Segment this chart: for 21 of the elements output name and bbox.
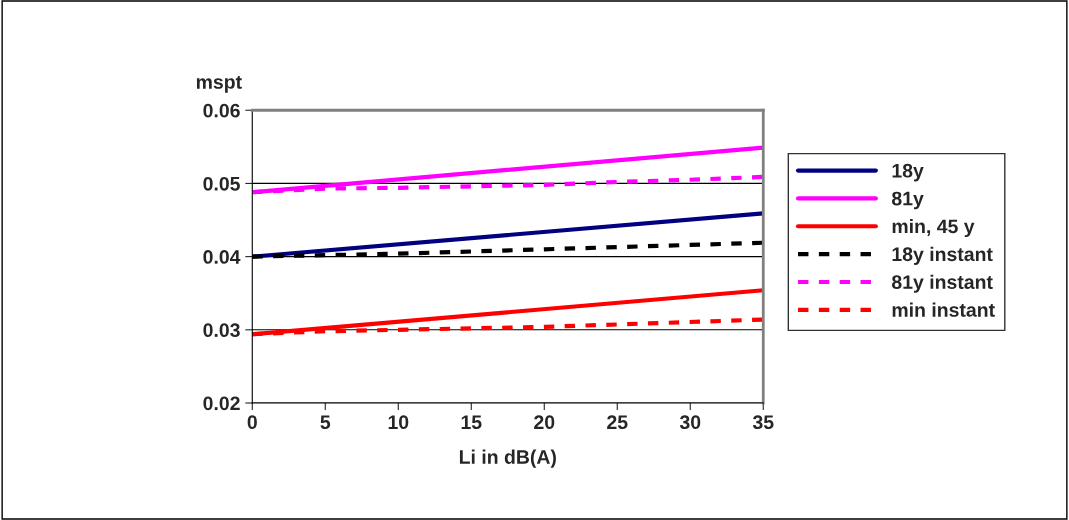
y-tick-label: 0.02 [203, 396, 240, 411]
y-tick-label: 0.05 [203, 176, 240, 191]
x-tick-label: 5 [320, 415, 331, 430]
x-tick-label: 20 [534, 415, 555, 430]
y-tick-label: 0.06 [203, 103, 240, 118]
legend-label: 81y [891, 191, 924, 210]
legend-label: min instant [892, 302, 995, 317]
y-axis-title: mspt [196, 75, 242, 93]
legend-label: 18y instant [892, 246, 993, 265]
y-tick-label: 0.03 [203, 323, 240, 338]
x-tick-label: 35 [752, 415, 774, 430]
legend-label: min, 45 y [892, 219, 975, 238]
legend-label: 81y instant [891, 274, 993, 293]
x-tick-label: 15 [461, 415, 482, 430]
x-axis-title: Li in dB(A) [459, 449, 556, 468]
x-tick-label: 0 [247, 415, 257, 430]
x-tick-label: 30 [679, 415, 701, 430]
legend-label: 18y [892, 163, 924, 182]
x-tick-label: 10 [388, 415, 409, 430]
y-tick-label: 0.04 [203, 250, 241, 264]
x-tick-label: 25 [607, 415, 628, 430]
